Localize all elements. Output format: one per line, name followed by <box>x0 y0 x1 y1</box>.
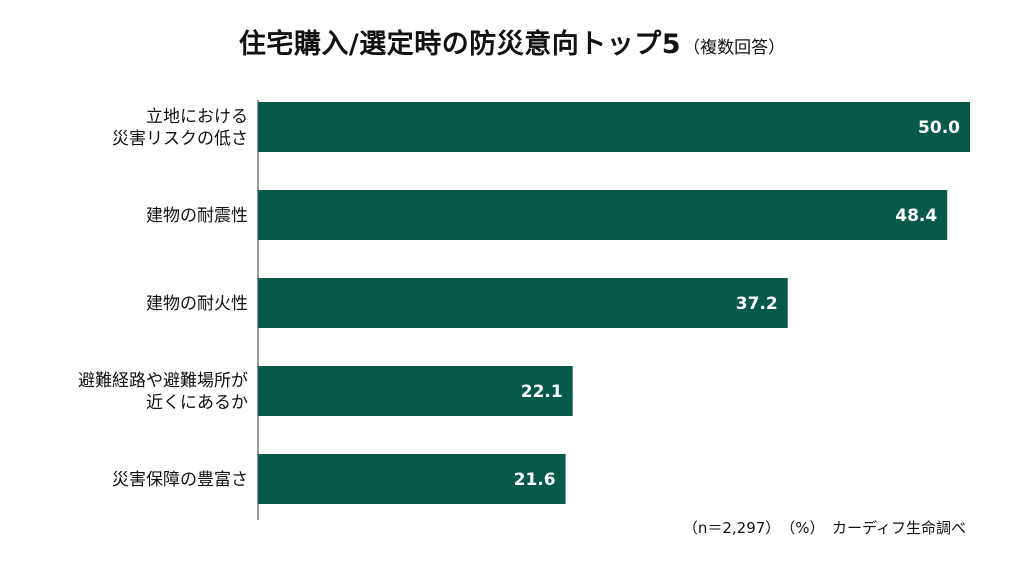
footnote: （n＝2,297） （%） カーディフ生命調べ <box>682 519 966 537</box>
data-label: 50.0 <box>918 118 960 138</box>
category-label: 近くにあるか <box>146 393 248 413</box>
category-label: 建物の耐震性 <box>146 206 248 226</box>
chart-title-block: 住宅購入/選定時の防災意向トップ5 （複数回答） <box>0 22 1024 61</box>
category-label: 立地における <box>146 107 248 127</box>
data-label: 22.1 <box>521 382 563 402</box>
category-label: 避難経路や避難場所が <box>78 371 248 391</box>
bar <box>258 278 788 328</box>
bar <box>258 102 970 152</box>
category-label: 災害リスクの低さ <box>112 129 248 149</box>
category-label: 建物の耐火性 <box>146 294 248 314</box>
chart-title: 住宅購入/選定時の防災意向トップ5 <box>238 29 682 60</box>
data-label: 21.6 <box>514 470 556 490</box>
data-label: 48.4 <box>895 206 937 226</box>
chart-subtitle: （複数回答） <box>683 38 786 58</box>
data-label: 37.2 <box>736 294 778 314</box>
category-label: 災害保障の豊富さ <box>112 470 248 490</box>
bar <box>258 454 566 504</box>
bar <box>258 190 948 240</box>
bar <box>258 366 573 416</box>
